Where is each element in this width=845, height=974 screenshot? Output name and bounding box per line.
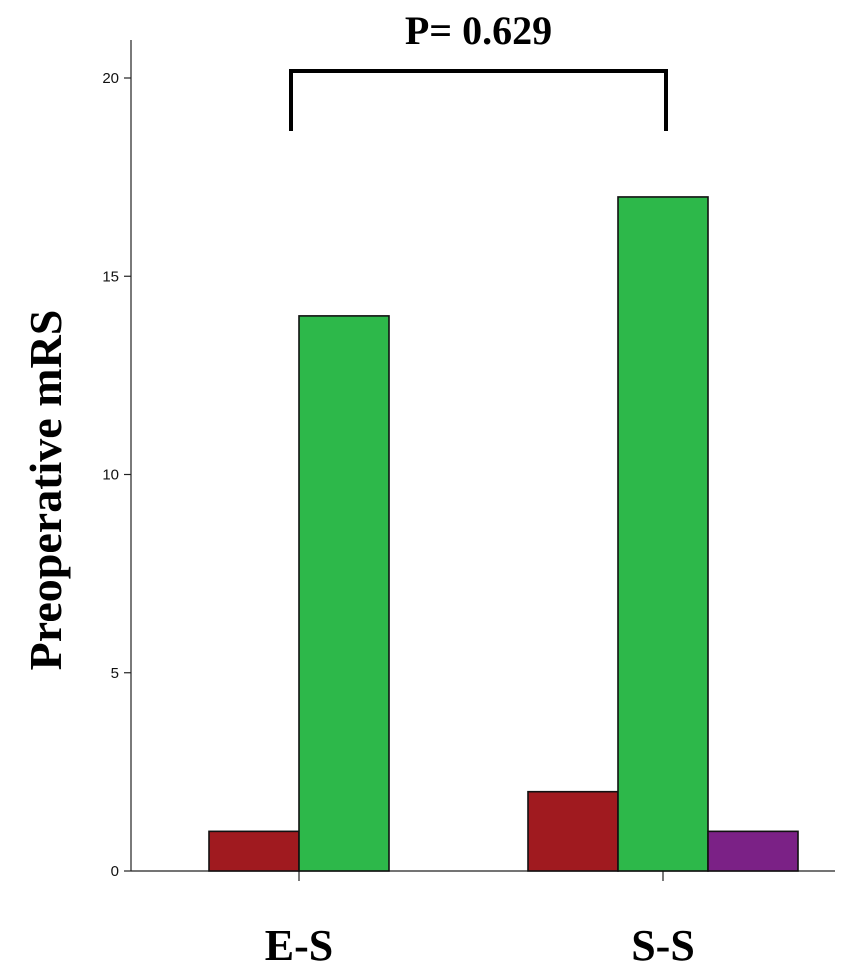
p-value-annotation: P= 0.629 [405,8,552,53]
bar-s-s-series-3 [707,830,799,872]
x-category-label: S-S [631,921,695,970]
significance-bracket [289,69,668,131]
x-category-label: E-S [265,921,333,970]
y-tick-label: 5 [111,665,119,682]
y-tick-label: 20 [102,70,119,87]
y-tick-label: 0 [111,863,119,880]
y-axis-label: Preoperative mRS [20,310,71,671]
bar-e-s-series-1 [208,830,300,872]
bar-s-s-series-2 [617,196,709,872]
bar-e-s-series-2 [298,315,390,872]
y-tick-label: 10 [102,467,119,484]
bar-s-s-series-1 [527,790,619,872]
y-tick-label: 15 [102,268,119,285]
